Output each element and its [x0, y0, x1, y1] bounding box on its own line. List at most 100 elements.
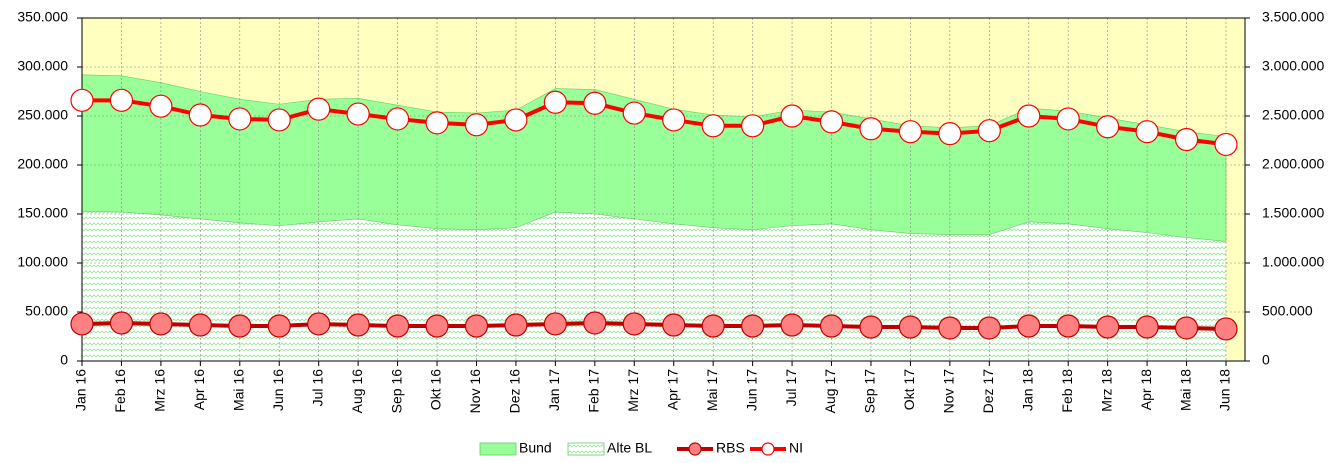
- y-tick-label: 100.000: [17, 254, 68, 270]
- marker: [307, 97, 331, 121]
- marker: [977, 119, 1001, 143]
- marker: [188, 313, 212, 337]
- x-tick-label: Nov 16: [467, 369, 483, 414]
- x-tick-label: Jul 17: [783, 369, 799, 407]
- marker: [701, 314, 725, 338]
- marker: [1135, 315, 1159, 339]
- x-tick-label: Sep 17: [862, 369, 878, 414]
- marker: [780, 104, 804, 128]
- y2-tick-label: 3.000.000: [1262, 58, 1324, 74]
- x-tick-label: Jan 17: [546, 369, 562, 411]
- marker: [1096, 315, 1120, 339]
- x-tick-label: Mai 18: [1177, 369, 1193, 411]
- marker: [741, 114, 765, 138]
- legend-label: Bund: [519, 440, 552, 456]
- x-tick-label: Aug 17: [822, 369, 838, 414]
- y-tick-label: 50.000: [25, 303, 68, 319]
- marker: [149, 94, 173, 118]
- legend-label: Alte BL: [607, 440, 652, 456]
- y2-tick-label: 0: [1262, 352, 1270, 368]
- y2-tick-label: 2.000.000: [1262, 156, 1324, 172]
- marker: [70, 88, 94, 112]
- marker: [70, 312, 94, 336]
- marker: [385, 107, 410, 131]
- legend-label: NI: [789, 440, 803, 456]
- marker: [583, 91, 607, 115]
- marker: [1017, 104, 1041, 128]
- y-tick-label: 0: [60, 352, 68, 368]
- legend-marker: [761, 442, 775, 456]
- marker: [741, 314, 765, 338]
- marker: [662, 313, 686, 337]
- x-tick-label: Jan 18: [1019, 369, 1035, 411]
- marker: [859, 117, 883, 141]
- legend-marker: [688, 442, 702, 456]
- marker: [1056, 314, 1080, 338]
- marker: [1056, 107, 1080, 131]
- x-tick-label: Sep 16: [388, 369, 404, 414]
- x-tick-label: Dez 16: [507, 369, 523, 414]
- y2-tick-label: 3.500.000: [1262, 9, 1324, 25]
- marker: [385, 314, 410, 338]
- x-tick-label: Okt 17: [901, 369, 917, 410]
- marker: [1096, 115, 1120, 139]
- marker: [1174, 127, 1199, 152]
- y-tick-label: 200.000: [17, 156, 68, 172]
- x-tick-label: Jun 18: [1217, 369, 1233, 411]
- y-tick-label: 300.000: [17, 58, 68, 74]
- x-tick-label: Apr 17: [664, 369, 680, 410]
- marker: [425, 314, 449, 338]
- y2-tick-label: 500.000: [1262, 303, 1313, 319]
- x-tick-label: Okt 16: [428, 369, 444, 410]
- marker: [622, 101, 646, 125]
- marker: [346, 102, 370, 126]
- marker: [1214, 132, 1238, 157]
- x-tick-label: Jul 16: [309, 369, 325, 407]
- marker: [109, 88, 134, 112]
- marker: [267, 314, 291, 338]
- marker: [1017, 314, 1041, 338]
- marker: [780, 313, 804, 337]
- marker: [819, 110, 844, 134]
- x-tick-label: Mai 16: [230, 369, 246, 411]
- marker: [267, 108, 291, 132]
- x-tick-label: Jan 16: [73, 369, 89, 411]
- x-tick-label: Dez 17: [980, 369, 996, 414]
- marker: [583, 311, 607, 335]
- legend-swatch: [567, 442, 605, 456]
- marker: [701, 114, 725, 138]
- x-tick-label: Aug 16: [349, 369, 365, 414]
- marker: [938, 122, 962, 146]
- marker: [228, 314, 252, 338]
- area: [82, 211, 1226, 361]
- marker: [504, 108, 528, 132]
- y2-tick-label: 2.500.000: [1262, 107, 1324, 123]
- x-tick-label: Apr 18: [1138, 369, 1154, 410]
- plot-border: [81, 17, 1246, 362]
- x-tick-label: Mrz 16: [152, 369, 168, 412]
- y-tick-label: 150.000: [17, 205, 68, 221]
- x-tick-label: Jun 17: [743, 369, 759, 411]
- marker: [1214, 317, 1238, 341]
- x-tick-label: Mrz 18: [1098, 369, 1114, 412]
- y-tick-label: 250.000: [17, 107, 68, 123]
- marker: [228, 107, 252, 131]
- marker: [938, 316, 962, 340]
- marker: [464, 314, 489, 338]
- marker: [188, 103, 212, 127]
- marker: [149, 312, 173, 336]
- x-tick-label: Jun 16: [270, 369, 286, 411]
- marker: [464, 113, 489, 137]
- legend-swatch: [479, 442, 517, 456]
- x-tick-label: Feb 17: [586, 369, 602, 413]
- x-tick-label: Feb 16: [112, 369, 128, 413]
- y-tick-label: 350.000: [17, 9, 68, 25]
- marker: [898, 315, 923, 339]
- marker: [977, 316, 1001, 340]
- marker: [425, 111, 449, 135]
- x-tick-label: Feb 18: [1059, 369, 1075, 413]
- marker: [622, 312, 646, 336]
- x-tick-label: Mrz 17: [625, 369, 641, 412]
- marker: [543, 90, 567, 114]
